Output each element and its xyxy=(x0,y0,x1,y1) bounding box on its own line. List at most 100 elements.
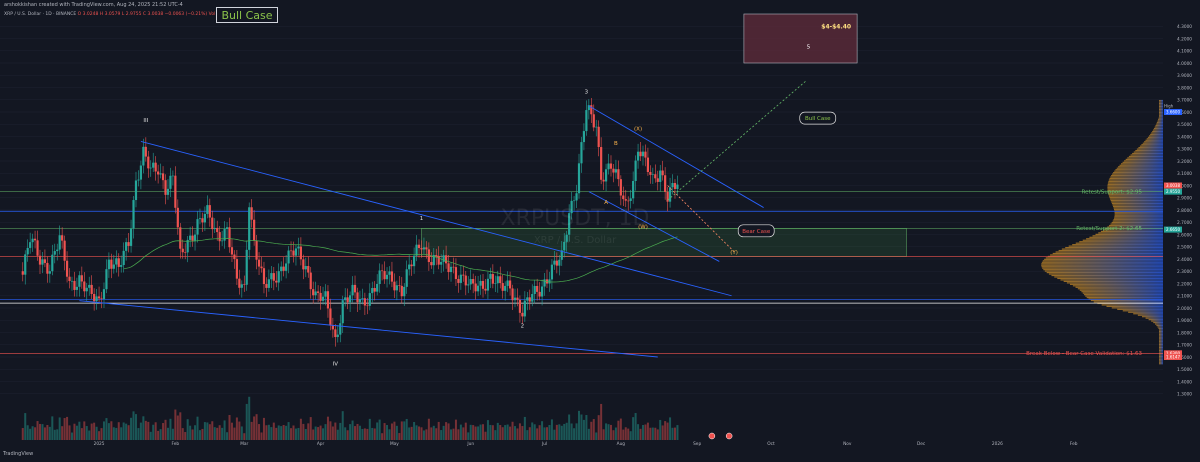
volume-profile-bar xyxy=(1072,244,1163,246)
candle-body xyxy=(233,254,236,260)
candle-body xyxy=(186,239,189,253)
volume-bar xyxy=(395,425,398,440)
y-tick-label: 2.6000 xyxy=(1177,232,1192,238)
volume-bar xyxy=(405,418,408,440)
candle-body xyxy=(417,244,421,249)
candle-body xyxy=(297,246,300,249)
volume-bar xyxy=(422,430,425,440)
candle-body xyxy=(201,218,204,223)
candle-body xyxy=(287,250,290,264)
volume-profile-bar xyxy=(1121,163,1163,165)
volume-bar xyxy=(496,422,499,440)
candle-body xyxy=(366,305,369,307)
volume-profile-bar xyxy=(1133,313,1163,315)
volume-bar xyxy=(415,425,418,440)
volume-profile-bar xyxy=(1117,308,1163,310)
volume-bar xyxy=(403,421,406,440)
candle-body xyxy=(624,199,627,201)
volume-bar xyxy=(607,424,610,440)
candle-body xyxy=(454,267,458,280)
volume-profile-bar xyxy=(1111,174,1163,177)
candle-body xyxy=(125,242,128,251)
volume-bar xyxy=(196,416,199,440)
candle-body xyxy=(243,284,246,285)
volume-bar xyxy=(132,411,135,440)
candle-body xyxy=(223,228,226,241)
volume-bar xyxy=(600,403,603,440)
volume-bar xyxy=(445,422,448,440)
x-tick-label: Dec xyxy=(917,441,926,447)
y-tick-label: 3.1000 xyxy=(1177,171,1192,177)
volume-profile-bar xyxy=(1159,344,1163,346)
candle-body xyxy=(577,163,581,194)
candle-body xyxy=(531,294,534,302)
price-tag xyxy=(1164,350,1182,357)
volume-profile-bar xyxy=(1159,111,1163,113)
volume-bar xyxy=(277,425,280,440)
candle-body xyxy=(565,234,568,242)
volume-bar xyxy=(130,417,133,440)
candle-body xyxy=(206,205,209,214)
candle-body xyxy=(385,274,389,280)
candle-body xyxy=(326,291,330,309)
price-tag xyxy=(1164,188,1182,195)
volume-profile-bar xyxy=(1063,280,1163,283)
volume-bar xyxy=(440,430,443,440)
candle-body xyxy=(403,286,406,297)
volume-profile-bar xyxy=(1085,295,1163,297)
candle-body xyxy=(378,270,381,284)
candle-body xyxy=(211,217,214,230)
candle-body xyxy=(543,279,546,287)
volume-profile-bar xyxy=(1041,266,1163,268)
price-tag-value: 3.6600 xyxy=(1166,110,1180,115)
candle-body xyxy=(142,146,145,166)
candle-body xyxy=(595,126,598,128)
candle-body xyxy=(240,284,243,288)
volume-profile-bar xyxy=(1159,339,1163,341)
volume-bar xyxy=(70,432,73,440)
candle-body xyxy=(216,227,219,233)
candle-body xyxy=(218,232,221,242)
volume-profile-bar xyxy=(1108,192,1163,194)
candle-body xyxy=(70,280,74,282)
volume-bar xyxy=(400,421,403,440)
volume-bar xyxy=(63,418,66,440)
volume-profile-bar xyxy=(1065,246,1163,249)
volume-profile-bar xyxy=(1122,161,1163,163)
volume-bar xyxy=(506,424,509,440)
volume-profile-bar xyxy=(1110,176,1163,178)
volume-bar xyxy=(612,430,615,440)
volume-bar xyxy=(201,428,204,440)
symbol-name[interactable]: XRP / U.S. Dollar · 1D · BINANCE xyxy=(4,12,77,17)
volume-profile-bar xyxy=(1159,102,1163,105)
price-tag-label: High xyxy=(1164,104,1174,109)
candle-body xyxy=(622,195,625,200)
candle-body xyxy=(540,286,544,297)
volume-bar xyxy=(262,417,265,440)
volume-profile-bar xyxy=(1159,345,1163,347)
y-tick-label: 1.8000 xyxy=(1177,330,1192,336)
volume-bar xyxy=(605,423,608,440)
candle-body xyxy=(33,238,37,241)
candle-body xyxy=(29,242,32,248)
trendline xyxy=(79,300,658,358)
y-tick-label: 2.9000 xyxy=(1177,196,1192,202)
zones: $4-$4.40 5 xyxy=(421,13,907,257)
volume-bar xyxy=(351,420,354,440)
volume-bar xyxy=(595,432,598,440)
volume-bar xyxy=(555,424,558,440)
volume-bar xyxy=(609,424,612,440)
candle-body xyxy=(253,219,256,241)
volume-bar xyxy=(137,428,140,440)
volume-bar xyxy=(260,432,263,440)
volume-bar xyxy=(418,426,421,440)
watermark-symbol: XRPUSDT, 1D xyxy=(501,206,650,231)
candle-body xyxy=(80,275,83,282)
volume-profile-bar xyxy=(1111,202,1163,205)
volume-bar xyxy=(526,430,529,440)
volume-bar xyxy=(457,429,460,440)
volume-bar xyxy=(80,428,83,440)
volume-profile-bar xyxy=(1107,189,1163,191)
volume-profile-bar xyxy=(1159,110,1163,112)
